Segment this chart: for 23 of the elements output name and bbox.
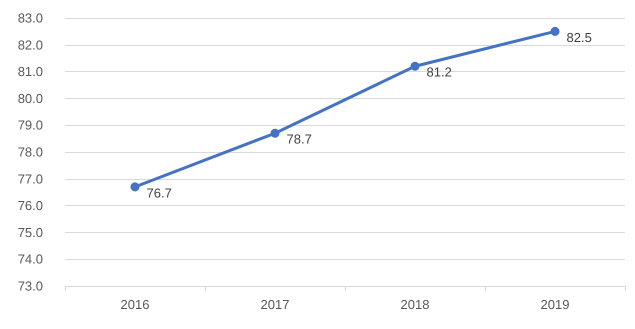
- data-label: 82.5: [566, 30, 592, 45]
- y-tick-label: 81.0: [18, 64, 43, 80]
- y-tick-label: 83.0: [18, 10, 43, 26]
- y-tick-label: 73.0: [18, 278, 43, 294]
- x-tick-label: 2016: [120, 297, 150, 312]
- data-label: 81.2: [426, 64, 452, 80]
- y-tick-label: 77.0: [18, 171, 43, 186]
- data-label: 78.7: [286, 132, 312, 147]
- y-tick-label: 78.0: [18, 144, 43, 160]
- x-tick-label: 2019: [540, 297, 570, 312]
- point: [410, 62, 420, 71]
- point: [270, 128, 280, 138]
- x-tick-label: 2017: [260, 297, 290, 312]
- data-label: 76.7: [146, 185, 172, 200]
- y-tick-label: 82.0: [18, 37, 43, 52]
- y-tick-label: 79.0: [18, 118, 43, 133]
- y-tick-label: 76.0: [18, 198, 43, 214]
- point: [550, 26, 560, 36]
- x-tick-label: 2018: [400, 297, 430, 312]
- point: [130, 182, 140, 192]
- y-tick-label: 74.0: [18, 252, 43, 267]
- y-tick-label: 80.0: [18, 90, 43, 106]
- y-tick-label: 75.0: [18, 224, 43, 240]
